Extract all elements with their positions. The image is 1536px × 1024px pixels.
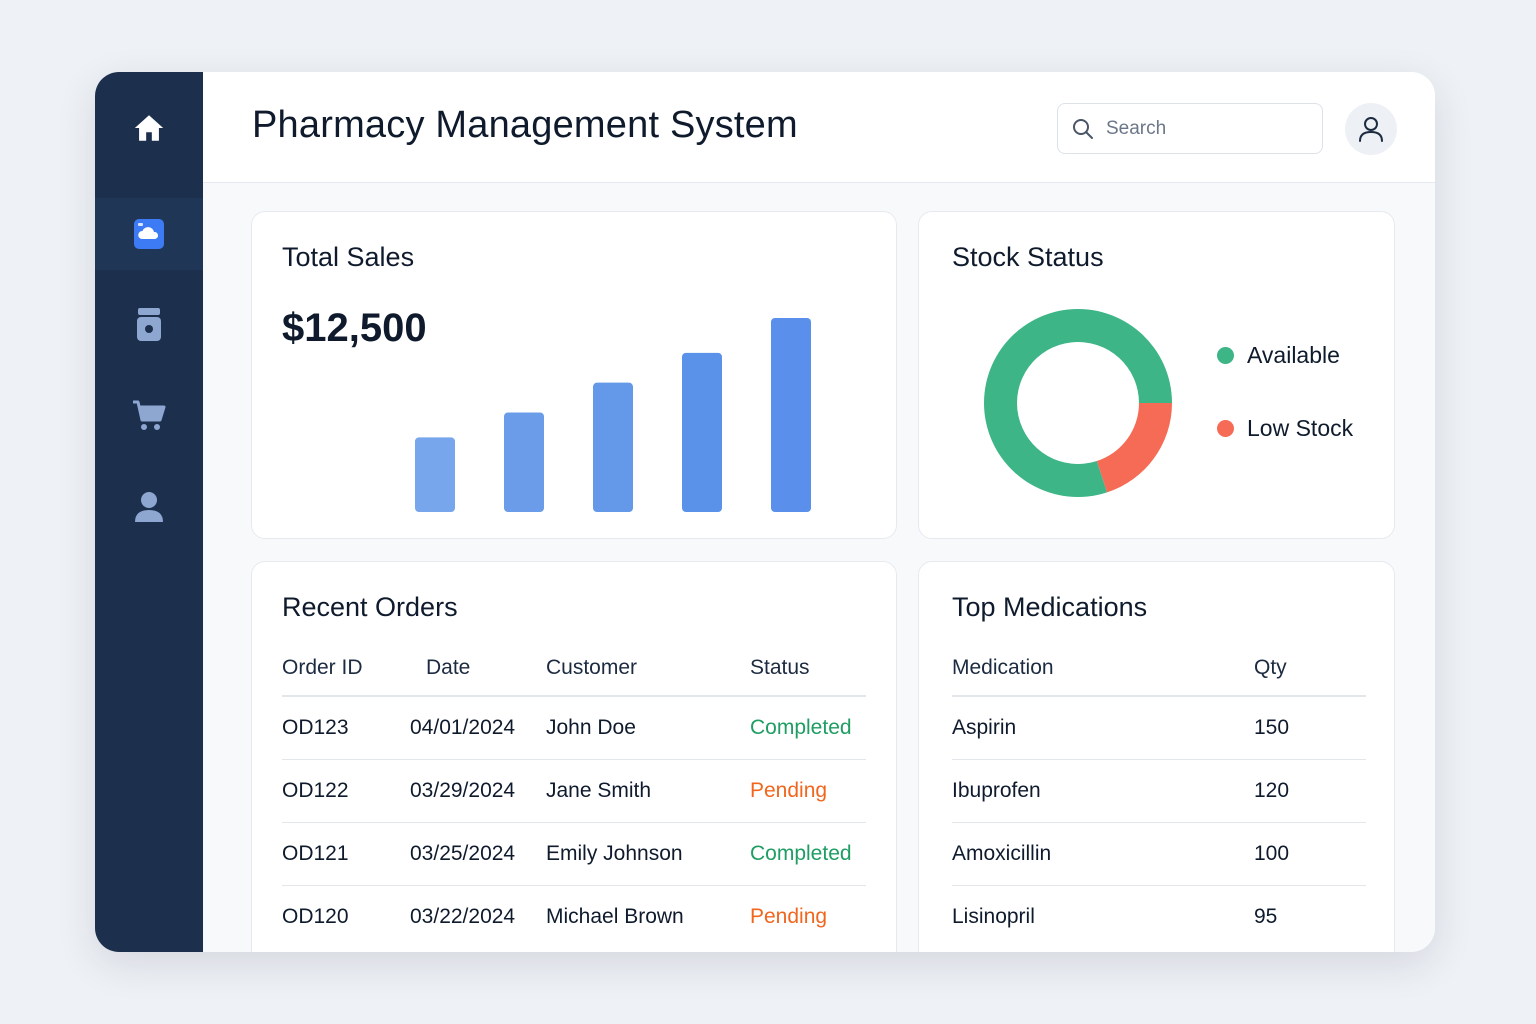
medication-name: Amoxicillin	[952, 822, 1254, 886]
top-medications-card: Top Medications Medication Qty Aspirin 1…	[918, 561, 1395, 952]
sidebar-item-medicines[interactable]	[95, 289, 203, 361]
table-row[interactable]: Lisinopril 95	[952, 885, 1366, 948]
search-icon	[1073, 118, 1093, 139]
legend-label-available: Available	[1247, 342, 1340, 368]
orders-header-row: Order ID Date Customer Status	[282, 640, 866, 697]
column-header-status[interactable]: Status	[750, 640, 866, 697]
table-row[interactable]: OD123 04/01/2024 John Doe Completed	[282, 696, 866, 760]
sidebar-item-users[interactable]	[95, 471, 203, 543]
sales-bar	[771, 318, 811, 512]
order-status: Pending	[750, 904, 828, 928]
table-row[interactable]: OD120 03/22/2024 Michael Brown Pending	[282, 885, 866, 948]
avatar[interactable]	[1345, 103, 1397, 155]
order-customer: Jane Smith	[546, 759, 750, 823]
dashboard-icon	[134, 219, 164, 249]
app-window: Pharmacy Management System Total Sales $…	[95, 72, 1435, 952]
total-sales-card: Total Sales $12,500	[251, 211, 897, 539]
medication-name: Lisinopril	[952, 904, 1035, 928]
order-date: 03/25/2024	[410, 822, 546, 886]
medication-qty: 100	[1254, 822, 1366, 886]
sales-bar	[415, 437, 455, 512]
home-icon	[134, 115, 164, 141]
order-status: Completed	[750, 696, 866, 760]
legend-available: Available	[1217, 342, 1340, 369]
order-id: OD121	[282, 822, 410, 886]
user-icon	[135, 492, 163, 522]
order-customer: Emily Johnson	[546, 822, 750, 886]
medication-name: Ibuprofen	[952, 759, 1254, 823]
sidebar-item-dashboard[interactable]	[95, 198, 203, 270]
medicine-bottle-icon	[137, 308, 161, 341]
medication-name: Aspirin	[952, 696, 1254, 760]
order-customer: Michael Brown	[546, 904, 684, 928]
legend-label-low-stock: Low Stock	[1247, 415, 1354, 441]
stock-status-title: Stock Status	[952, 242, 1104, 272]
recent-orders-card: Recent Orders Order ID Date Customer Sta…	[251, 561, 897, 952]
table-row[interactable]: Ibuprofen 120	[952, 759, 1366, 823]
stock-status-card: Stock Status Available Low Stock	[918, 211, 1395, 539]
legend-dot-low-stock	[1217, 420, 1234, 437]
legend-dot-available	[1217, 347, 1234, 364]
sales-bar	[682, 352, 722, 512]
column-header-order-id[interactable]: Order ID	[282, 640, 410, 697]
total-sales-value: $12,500	[282, 306, 427, 350]
table-row[interactable]: OD122 03/29/2024 Jane Smith Pending	[282, 759, 866, 823]
medication-qty: 120	[1254, 759, 1366, 823]
sales-bar	[504, 412, 544, 512]
cart-icon	[133, 400, 166, 430]
table-row[interactable]: OD121 03/25/2024 Emily Johnson Completed	[282, 822, 866, 886]
sales-bar-chart	[415, 318, 811, 512]
main-content: Pharmacy Management System Total Sales $…	[203, 72, 1435, 952]
medication-qty: 150	[1254, 696, 1366, 760]
page-title: Pharmacy Management System	[252, 104, 798, 146]
search-input[interactable]	[1106, 117, 1306, 140]
column-header-date[interactable]: Date	[410, 640, 546, 697]
sidebar-item-home[interactable]	[95, 92, 203, 164]
total-sales-title: Total Sales	[282, 242, 415, 272]
header: Pharmacy Management System	[203, 72, 1435, 183]
order-id: OD123	[282, 696, 410, 760]
orders-table: Order ID Date Customer Status OD123 04/0…	[282, 640, 866, 948]
donut-slice-low-stock	[1096, 403, 1172, 493]
table-row[interactable]: Aspirin 150	[952, 696, 1366, 760]
profile-icon	[1359, 117, 1383, 142]
order-date: 03/29/2024	[410, 759, 546, 823]
order-customer: John Doe	[546, 696, 750, 760]
legend-low-stock: Low Stock	[1217, 415, 1353, 442]
donut-slice-available	[984, 309, 1172, 497]
order-date: 04/01/2024	[410, 696, 546, 760]
medication-qty: 95	[1254, 904, 1278, 928]
table-row[interactable]: Amoxicillin 100	[952, 822, 1366, 886]
column-header-medication[interactable]: Medication	[952, 640, 1254, 697]
order-status: Completed	[750, 822, 866, 886]
column-header-customer[interactable]: Customer	[546, 640, 750, 697]
order-id: OD120	[282, 904, 349, 928]
sidebar-item-orders[interactable]	[95, 380, 203, 452]
medications-header-row: Medication Qty	[952, 640, 1366, 697]
column-header-qty[interactable]: Qty	[1254, 640, 1366, 697]
search-box[interactable]	[1057, 103, 1323, 154]
order-date: 03/22/2024	[410, 904, 516, 928]
order-id: OD122	[282, 759, 410, 823]
order-status: Pending	[750, 759, 866, 823]
medications-table: Medication Qty Aspirin 150 Ibuprofen 120…	[952, 640, 1366, 948]
sidebar	[95, 72, 203, 952]
top-medications-title: Top Medications	[952, 592, 1148, 622]
stock-donut-chart	[984, 309, 1172, 497]
recent-orders-title: Recent Orders	[282, 592, 458, 622]
sales-bar	[593, 382, 633, 512]
